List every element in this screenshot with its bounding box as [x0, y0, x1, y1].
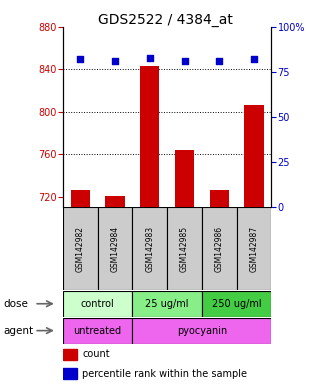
Bar: [63, 291, 132, 317]
Text: untreated: untreated: [73, 326, 122, 336]
Bar: [98, 207, 132, 290]
Text: 250 ug/ml: 250 ug/ml: [212, 299, 261, 309]
Point: [251, 56, 257, 63]
Bar: [202, 207, 237, 290]
Text: pyocyanin: pyocyanin: [177, 326, 227, 336]
Point: [147, 55, 152, 61]
Point: [182, 58, 187, 64]
Text: 25 ug/ml: 25 ug/ml: [145, 299, 189, 309]
Bar: [245, 106, 263, 207]
Bar: [106, 196, 124, 207]
Bar: [63, 368, 77, 379]
Text: GSM142986: GSM142986: [215, 225, 224, 272]
Text: agent: agent: [3, 326, 33, 336]
Point: [216, 58, 222, 64]
Bar: [202, 291, 271, 317]
Bar: [132, 291, 202, 317]
Text: GSM142984: GSM142984: [111, 225, 119, 272]
Point: [77, 56, 83, 63]
Bar: [237, 207, 271, 290]
Text: GSM142985: GSM142985: [180, 225, 189, 272]
Bar: [210, 190, 229, 207]
Text: GSM142987: GSM142987: [250, 225, 259, 272]
Text: count: count: [82, 349, 110, 359]
Bar: [71, 190, 90, 207]
Point: [112, 58, 118, 64]
Bar: [63, 207, 98, 290]
Text: GSM142982: GSM142982: [76, 226, 85, 271]
Bar: [132, 318, 271, 344]
Bar: [132, 207, 167, 290]
Bar: [140, 66, 159, 207]
Text: control: control: [81, 299, 115, 309]
Text: dose: dose: [3, 299, 28, 309]
Bar: [63, 349, 77, 360]
Bar: [175, 150, 194, 207]
Text: GDS2522 / 4384_at: GDS2522 / 4384_at: [98, 13, 233, 27]
Text: percentile rank within the sample: percentile rank within the sample: [82, 369, 247, 379]
Bar: [63, 318, 132, 344]
Bar: [167, 207, 202, 290]
Text: GSM142983: GSM142983: [145, 225, 154, 272]
